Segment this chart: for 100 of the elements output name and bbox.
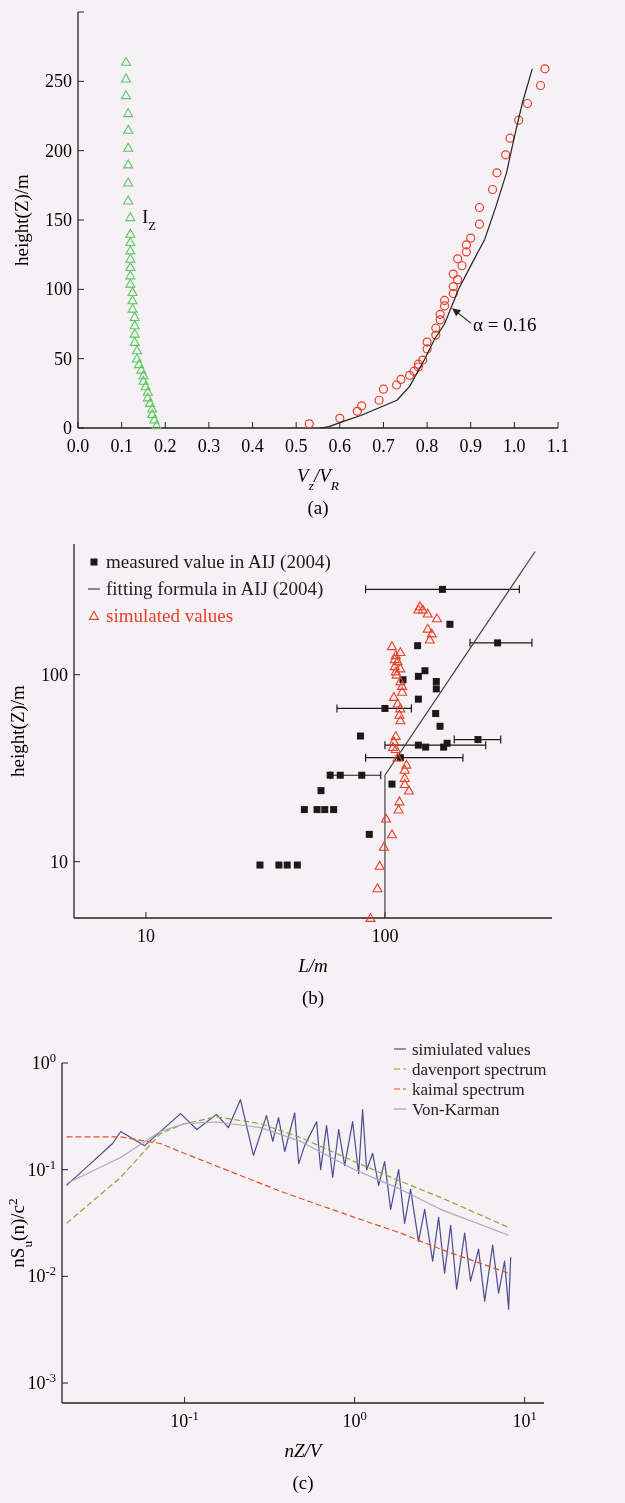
legend-label: Von-Karman	[412, 1100, 500, 1119]
point	[453, 254, 463, 264]
x-tick-label: 1.1	[546, 436, 570, 456]
point	[474, 202, 485, 213]
point	[391, 380, 402, 390]
legend-label: simiulated values	[412, 1040, 531, 1059]
point	[439, 295, 450, 306]
x-tick-label: 0.8	[415, 436, 439, 456]
text: (c)	[292, 1472, 314, 1494]
point	[123, 142, 134, 152]
y-tick-label: 10$^{-2}$	[27, 1264, 56, 1287]
x-tick-label: 10$^{-1}$	[170, 1409, 199, 1431]
point	[466, 233, 476, 243]
point	[129, 320, 140, 330]
point	[418, 355, 428, 365]
point	[134, 359, 145, 369]
x-tick-label: 0.0	[66, 436, 90, 456]
y-tick-label: 10	[50, 851, 68, 872]
y-tick-label: 150	[45, 210, 72, 230]
point	[352, 406, 362, 416]
x-tick-label: 10$^{1}$	[512, 1409, 537, 1431]
point	[439, 301, 450, 311]
y-tick-label: 10$^{-1}$	[27, 1157, 56, 1180]
point	[149, 414, 160, 424]
point	[304, 419, 314, 429]
point	[127, 287, 138, 297]
point	[335, 413, 345, 423]
text: (a)	[307, 497, 329, 519]
point	[422, 344, 432, 354]
point	[431, 330, 441, 340]
point	[448, 269, 458, 279]
point	[535, 80, 546, 91]
point	[431, 323, 441, 333]
x-tick-label: 0.4	[241, 436, 264, 456]
point	[138, 370, 149, 380]
point	[378, 384, 389, 394]
point	[125, 253, 136, 263]
y-tick-label: 0	[63, 418, 72, 438]
series-label: I$_{Z}$	[142, 207, 157, 234]
point	[374, 395, 384, 405]
point	[409, 366, 419, 376]
text: (b)	[301, 987, 325, 1009]
x-tick-label: 0.1	[110, 436, 133, 456]
point	[147, 409, 158, 419]
x-tick-label: 0.9	[459, 436, 482, 456]
point	[125, 278, 136, 288]
point	[136, 364, 147, 374]
point	[505, 133, 515, 143]
point	[131, 345, 142, 355]
x-axis-title: V$_{z}$/V$_{R}$	[297, 465, 339, 493]
point	[474, 219, 485, 229]
point	[123, 159, 134, 169]
y-tick-label: 200	[45, 140, 72, 161]
point	[142, 392, 153, 402]
x-tick-label: 10$^{0}$	[342, 1409, 367, 1431]
point	[435, 315, 445, 325]
point	[448, 281, 458, 292]
point	[123, 177, 134, 187]
point	[461, 247, 471, 257]
point	[453, 275, 463, 285]
point	[501, 150, 511, 160]
point	[448, 288, 458, 299]
point	[144, 397, 156, 407]
point	[120, 73, 132, 83]
x-axis-title: nZ/V	[284, 1440, 324, 1461]
point	[487, 184, 498, 195]
y-axis-title: height(Z)/m	[7, 684, 29, 777]
point	[123, 124, 134, 134]
legend-label: kaimal spectrum	[412, 1080, 525, 1099]
point	[138, 375, 149, 385]
point	[147, 403, 158, 413]
point	[125, 228, 136, 238]
point	[492, 168, 502, 178]
point	[129, 312, 140, 321]
point	[125, 212, 136, 222]
point	[522, 98, 533, 109]
point	[129, 328, 140, 338]
point	[120, 90, 132, 100]
point	[120, 56, 132, 66]
y-tick-label: 10$^{0}$	[31, 1051, 56, 1073]
y-axis-title: height(Z)/m	[11, 173, 33, 266]
point	[422, 337, 432, 347]
x-tick-label: 0.7	[372, 436, 395, 456]
point	[123, 108, 134, 118]
point	[151, 420, 162, 430]
point	[127, 295, 138, 305]
point	[357, 401, 367, 411]
point	[396, 374, 406, 385]
point	[514, 115, 524, 125]
point	[540, 64, 550, 74]
point	[125, 262, 136, 272]
y-tick-label: 250	[45, 71, 72, 92]
point	[125, 245, 136, 255]
point	[129, 336, 140, 346]
point	[125, 237, 136, 247]
point	[142, 386, 153, 396]
point	[140, 381, 151, 391]
y-tick-label: 100	[45, 279, 72, 300]
point	[123, 195, 134, 205]
y-tick-label: 100	[41, 664, 68, 685]
